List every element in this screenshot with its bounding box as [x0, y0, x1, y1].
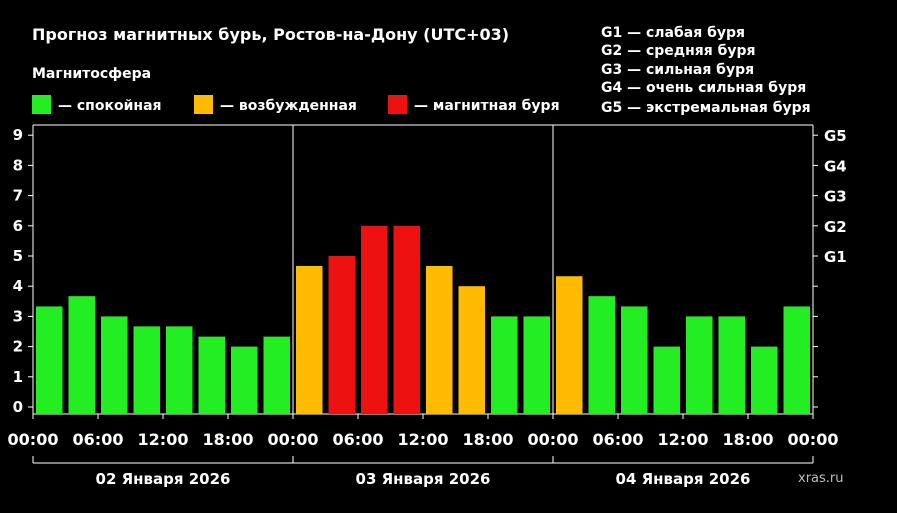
bar-21: [718, 316, 745, 414]
bar-23: [783, 306, 810, 414]
bar-4: [166, 326, 193, 414]
bar-5: [198, 336, 225, 414]
x-tick-label-7: 18:00: [463, 430, 514, 449]
legend-label-quiet: — спокойная: [58, 98, 162, 114]
legend-swatch-active: [194, 95, 213, 114]
storm-level-g4: G4 — очень сильная буря: [601, 80, 806, 96]
x-tick-label-9: 06:00: [593, 430, 644, 449]
bar-19: [653, 346, 680, 414]
bar-7: [263, 336, 290, 414]
legend-swatch-storm: [388, 95, 407, 114]
bar-0: [36, 306, 63, 414]
bar-10: [361, 225, 388, 414]
y-tick-label-2: 2: [13, 338, 23, 356]
y-tick-label-7: 7: [13, 187, 23, 205]
right-tick-label-g4: G4: [824, 157, 847, 175]
x-tick-label-12: 00:00: [788, 430, 839, 449]
chart-title: Прогноз магнитных бурь, Ростов-на-Дону (…: [32, 25, 509, 44]
bar-16: [556, 276, 583, 414]
bar-18: [621, 306, 648, 414]
y-tick-label-6: 6: [13, 217, 23, 235]
y-tick-label-8: 8: [13, 156, 23, 174]
storm-level-g2: G2 — средняя буря: [601, 43, 756, 59]
y-tick-label-4: 4: [13, 277, 23, 295]
bar-8: [296, 265, 323, 414]
bar-20: [686, 316, 713, 414]
bar-11: [393, 225, 420, 414]
bar-6: [231, 346, 258, 414]
x-tick-label-1: 06:00: [73, 430, 124, 449]
bar-13: [458, 286, 485, 414]
x-tick-label-11: 18:00: [723, 430, 774, 449]
x-tick-label-5: 06:00: [333, 430, 384, 449]
x-tick-label-6: 12:00: [398, 430, 449, 449]
plot-area: 0 1 2 3 4 5 6 7 8 9 G1 G2 G3 G4 G5 00:00 06:00 12:00 18:00…: [8, 124, 847, 488]
right-tick-label-g3: G3: [824, 188, 847, 206]
storm-level-g1: G1 — слабая буря: [601, 25, 745, 41]
bar-1: [68, 296, 95, 414]
y-tick-label-5: 5: [13, 247, 23, 265]
watermark: xras.ru: [798, 471, 844, 486]
bar-9: [328, 256, 355, 414]
day-label-2: 03 Января 2026: [356, 470, 491, 488]
legend-title: Магнитосфера: [32, 66, 151, 82]
legend-label-storm: — магнитная буря: [414, 98, 560, 114]
bar-2: [101, 316, 128, 414]
right-tick-label-g5: G5: [824, 127, 847, 145]
bar-15: [523, 316, 550, 414]
storm-level-g5: G5 — экстремальная буря: [601, 100, 811, 116]
x-tick-label-3: 18:00: [203, 430, 254, 449]
y-tick-label-0: 0: [13, 398, 23, 416]
bar-14: [491, 316, 518, 414]
x-tick-label-10: 12:00: [658, 430, 709, 449]
x-tick-label-0: 00:00: [8, 430, 59, 449]
right-tick-label-g1: G1: [824, 248, 847, 266]
bar-12: [426, 265, 453, 414]
x-tick-label-4: 00:00: [268, 430, 319, 449]
legend-label-active: — возбужденная: [220, 98, 357, 114]
right-tick-label-g2: G2: [824, 218, 847, 236]
bar-3: [133, 326, 160, 414]
legend-swatch-quiet: [32, 95, 51, 114]
x-tick-label-8: 00:00: [528, 430, 579, 449]
x-tick-label-2: 12:00: [138, 430, 189, 449]
y-tick-label-9: 9: [13, 126, 23, 144]
y-tick-label-3: 3: [13, 307, 23, 325]
day-label-3: 04 Января 2026: [616, 470, 751, 488]
bar-17: [588, 296, 615, 414]
storm-level-g3: G3 — сильная буря: [601, 62, 754, 78]
day-label-1: 02 Января 2026: [96, 470, 231, 488]
y-tick-label-1: 1: [13, 368, 23, 386]
bar-22: [751, 346, 778, 414]
